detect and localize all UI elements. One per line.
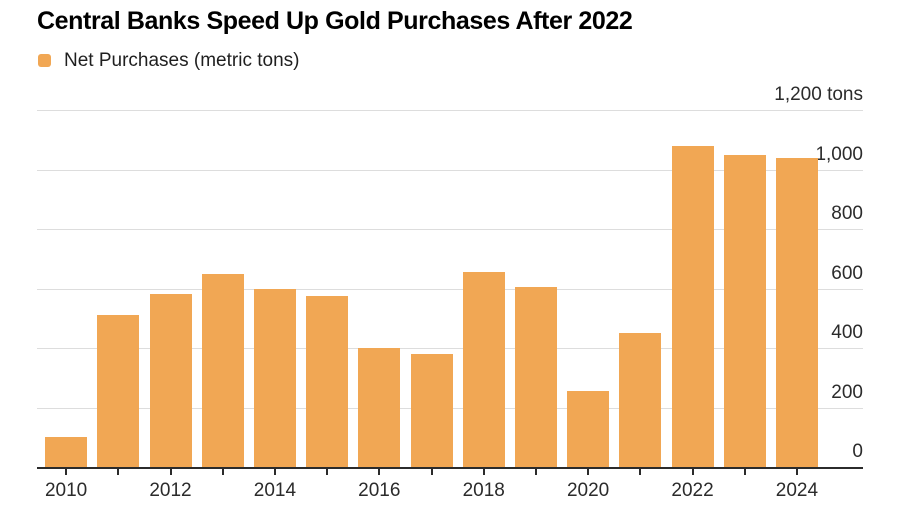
x-axis-tick-2017	[430, 469, 433, 475]
x-axis-tick-2024	[795, 469, 798, 475]
x-axis-label-2024: 2024	[775, 480, 819, 502]
bar-slot-2017	[405, 97, 457, 475]
x-axis-label-2016: 2016	[358, 480, 401, 502]
bar-2020	[567, 391, 610, 467]
x-axis-tick-2015	[326, 469, 329, 475]
legend-series-label: Net Purchases (metric tons)	[64, 49, 300, 71]
bar-2024	[775, 157, 818, 467]
y-axis-label-1200: 1,200 tons	[774, 84, 863, 105]
x-axis-tick-2019	[534, 469, 537, 475]
x-axis-tick-2013	[221, 469, 224, 475]
x-axis-tick-2012	[169, 469, 172, 475]
gridline-1000	[37, 169, 863, 171]
bar-slot-2016: 2016	[353, 97, 405, 501]
bar-slot-2010: 2010	[40, 97, 92, 501]
bar-2015	[306, 295, 349, 467]
bar-2010	[45, 437, 88, 467]
chart-title: Central Banks Speed Up Gold Purchases Af…	[37, 7, 633, 35]
y-axis-label-0: 0	[852, 441, 863, 462]
bar-slot-2022: 2022	[666, 97, 718, 501]
x-axis-label-2020: 2020	[566, 480, 610, 502]
bars-container: 2010 2012 2014 2016 2018 2020 2022 2024	[40, 97, 823, 501]
y-axis-label-400: 400	[831, 322, 863, 343]
y-axis-label-200: 200	[831, 381, 863, 403]
bar-2013	[201, 273, 244, 467]
x-axis-tick-2020	[587, 469, 590, 475]
gridline-1200	[37, 110, 863, 111]
x-axis-label-2014: 2014	[253, 480, 297, 502]
bar-2011	[97, 315, 140, 467]
bar-slot-2012: 2012	[144, 97, 196, 501]
x-axis-label-2018: 2018	[462, 480, 505, 502]
bar-slot-2023	[719, 97, 771, 475]
x-axis-label-2012: 2012	[149, 480, 192, 502]
bar-2012	[149, 294, 192, 467]
x-axis-line	[37, 467, 863, 469]
legend-color-swatch	[38, 54, 51, 67]
x-axis-tick-2011	[117, 469, 120, 475]
bar-2022	[671, 145, 714, 467]
bar-2021	[619, 333, 662, 467]
bar-slot-2018: 2018	[458, 97, 510, 501]
bar-2016	[358, 348, 401, 467]
bar-2014	[253, 288, 296, 467]
bar-slot-2015	[301, 97, 353, 475]
bar-2019	[514, 287, 557, 467]
bar-slot-2019	[510, 97, 562, 475]
x-axis-tick-2022	[691, 469, 694, 475]
legend: Net Purchases (metric tons)	[38, 49, 299, 72]
bar-slot-2024: 2024	[771, 97, 823, 501]
gridline-800	[37, 229, 863, 230]
gridline-400	[37, 348, 863, 349]
bar-2017	[410, 353, 453, 467]
x-axis-tick-2014	[273, 469, 276, 475]
y-axis-label-1000: 1,000	[815, 143, 863, 165]
y-axis-label-600: 600	[831, 262, 863, 284]
bar-slot-2021	[614, 97, 666, 475]
x-axis-label-2022: 2022	[671, 480, 714, 502]
x-axis-tick-2016	[378, 469, 381, 475]
bar-slot-2013	[197, 97, 249, 475]
y-axis-label-800: 800	[831, 203, 863, 224]
bar-slot-2014: 2014	[249, 97, 301, 501]
x-axis-label-2010: 2010	[44, 480, 88, 502]
gridline-600	[37, 288, 863, 290]
bar-2018	[462, 272, 505, 467]
x-axis-tick-2018	[482, 469, 485, 475]
x-axis-tick-2021	[639, 469, 642, 475]
x-axis-tick-2023	[743, 469, 746, 475]
bar-2023	[723, 154, 766, 467]
bar-slot-2020: 2020	[562, 97, 614, 501]
x-axis-tick-2010	[65, 469, 68, 475]
bar-slot-2011	[92, 97, 144, 475]
